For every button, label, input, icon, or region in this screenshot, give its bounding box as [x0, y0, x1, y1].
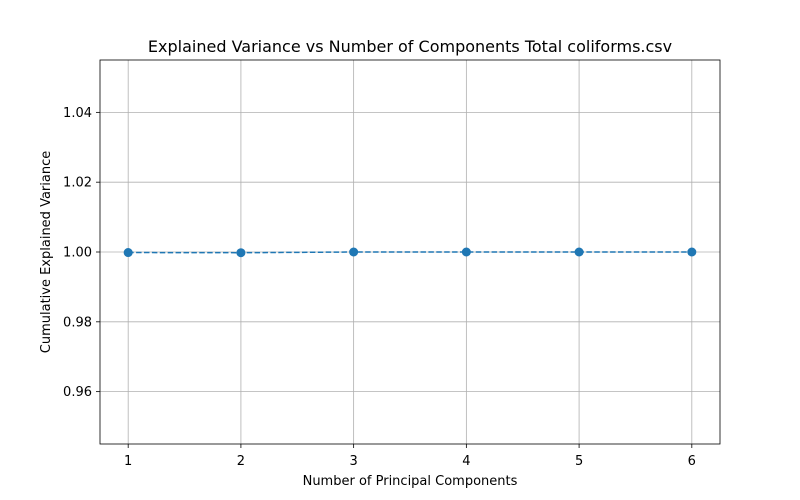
- series-line: [128, 251, 692, 254]
- x-tick-label: 3: [349, 454, 357, 469]
- y-tick-label: 1.00: [63, 246, 92, 261]
- data-point: [236, 248, 246, 258]
- x-tick-label: 6: [688, 454, 696, 469]
- y-tick-label: 0.96: [63, 385, 92, 400]
- x-tick-label: 5: [575, 454, 583, 469]
- data-point: [574, 247, 584, 257]
- y-tick-label: 0.98: [63, 315, 92, 330]
- data-point: [123, 248, 133, 258]
- data-point: [687, 247, 697, 257]
- x-axis-label: Number of Principal Components: [303, 474, 518, 489]
- x-tick-label: 2: [237, 454, 245, 469]
- y-axis-ticks: 0.96 0.98 1.00 1.02 1.04: [63, 106, 100, 400]
- y-tick-label: 1.04: [63, 106, 92, 121]
- y-tick-label: 1.02: [63, 176, 92, 191]
- x-axis-ticks: 1 2 3 4 5 6: [124, 444, 696, 469]
- data-point: [461, 247, 471, 257]
- y-axis-label: Cumulative Explained Variance: [39, 151, 54, 353]
- x-tick-label: 4: [462, 454, 470, 469]
- chart-title: Explained Variance vs Number of Componen…: [148, 37, 672, 56]
- series: [123, 247, 697, 258]
- data-point: [349, 247, 359, 257]
- x-tick-label: 1: [124, 454, 132, 469]
